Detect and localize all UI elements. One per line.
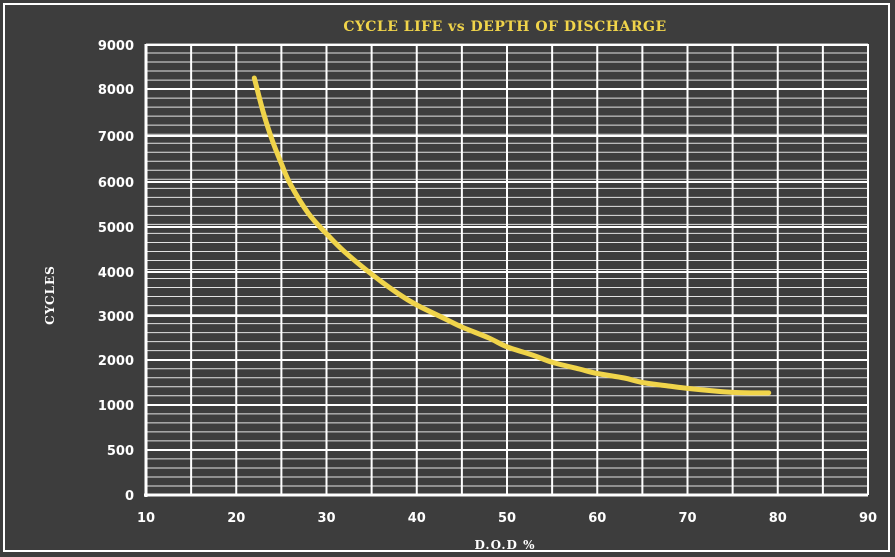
x-tick-label: 80 [769, 511, 787, 526]
x-tick-label: 10 [137, 511, 155, 526]
chart-frame [3, 3, 890, 552]
x-tick-label: 70 [678, 511, 696, 526]
y-tick-label: 2000 [98, 354, 134, 369]
y-tick-label: 0 [125, 489, 134, 504]
x-tick-label: 50 [498, 511, 516, 526]
y-tick-label: 7000 [98, 130, 134, 145]
chart-title: CYCLE LIFE vs DEPTH OF DISCHARGE [343, 19, 666, 35]
y-axis-label: CYCLES [43, 265, 57, 325]
series-line [251, 75, 772, 396]
y-tick-label: 500 [107, 444, 134, 459]
y-tick-label: 5000 [98, 221, 134, 236]
x-tick-label: 60 [588, 511, 606, 526]
y-tick-label: 1000 [98, 399, 134, 414]
x-tick-label: 40 [408, 511, 426, 526]
x-tick-label: 90 [859, 511, 877, 526]
x-axis-label: D.O.D % [474, 538, 535, 552]
grid [144, 43, 869, 497]
x-axis-ticks: 10 20 30 40 50 60 70 80 90 [137, 511, 877, 526]
y-axis-ticks: 0 500 1000 2000 3000 4000 5000 6000 7000 8000 9000 [98, 39, 134, 504]
y-tick-label: 4000 [98, 266, 134, 281]
x-tick-label: 20 [227, 511, 245, 526]
y-tick-label: 8000 [98, 83, 134, 98]
y-tick-label: 9000 [98, 39, 134, 54]
y-tick-label: 6000 [98, 176, 134, 191]
y-tick-label: 3000 [98, 310, 134, 325]
x-tick-label: 30 [317, 511, 335, 526]
series-layer [251, 75, 772, 396]
